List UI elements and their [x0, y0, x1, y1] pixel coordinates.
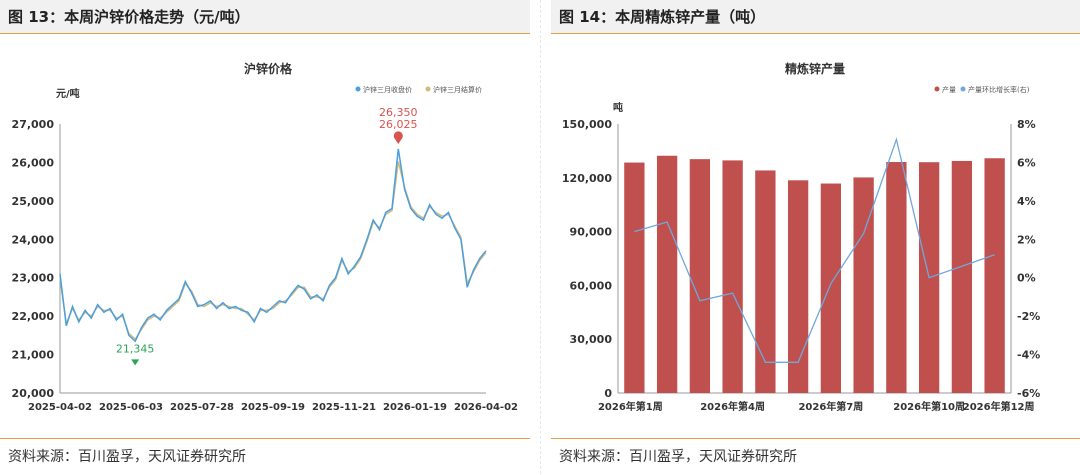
x-tick-label: 2025-06-03	[99, 402, 163, 413]
bar	[689, 159, 711, 393]
y2-tick-label: -2%	[1017, 310, 1040, 323]
y-tick-label: 25,000	[12, 195, 55, 208]
bar	[886, 162, 907, 393]
left-figure-heading: 图 13：本周沪锌价格走势（元/吨）	[0, 0, 530, 34]
y2-tick-label: 6%	[1017, 156, 1036, 169]
max-label: 26,350	[379, 106, 418, 119]
x-tick-label: 2026年第12周	[963, 400, 1035, 413]
legend-swatch-0	[355, 86, 361, 92]
bar	[624, 162, 645, 393]
y2-tick-label: 0%	[1017, 272, 1036, 285]
y2-tick-label: -6%	[1017, 387, 1040, 400]
x-tick-label: 2026-04-02	[454, 402, 518, 413]
max-marker	[393, 131, 403, 144]
series-line-0	[59, 148, 487, 343]
x-tick-label: 2026年第1周	[598, 400, 663, 413]
legend-label-1: 产量环比增长率(右)	[968, 85, 1030, 94]
y-tick-label: 150,000	[562, 118, 612, 131]
right-panel: 图 14：本周精炼锌产量（吨） 精炼锌产量吨 产量 产量环比增长率(右) 150,00…	[551, 0, 1080, 474]
x-tick-label: 2026-01-19	[383, 402, 447, 413]
y2-tick-label: 4%	[1017, 195, 1036, 208]
bar	[656, 155, 678, 393]
y-tick-label: 27,000	[12, 118, 55, 131]
bar	[787, 180, 809, 393]
x-tick-label: 2025-04-02	[28, 402, 92, 413]
chart-title: 沪锌价格	[244, 61, 293, 76]
bar	[984, 158, 1005, 393]
chart-title: 精炼锌产量	[785, 61, 845, 76]
y-tick-label: 23,000	[12, 272, 55, 285]
y2-tick-label: 2%	[1017, 233, 1036, 246]
legend-swatch-0	[934, 86, 940, 92]
max-label-settle: 26,025	[379, 118, 418, 131]
right-figure-heading: 图 14：本周精炼锌产量（吨）	[551, 0, 1080, 34]
growth-line	[634, 137, 995, 363]
legend-swatch-1	[960, 86, 966, 92]
legend-swatch-1	[425, 86, 431, 92]
series-line-1	[59, 161, 487, 341]
legend-label-1: 沪锌三月结算价	[433, 85, 482, 94]
x-tick-label: 2026年第4周	[700, 400, 765, 413]
x-tick-label: 2025-11-21	[312, 402, 376, 413]
y-tick-label: 0	[604, 387, 612, 400]
y-tick-label: 24,000	[12, 233, 55, 246]
y-axis-unit: 元/吨	[56, 87, 80, 100]
y2-tick-label: 8%	[1017, 118, 1036, 131]
x-tick-label: 2026年第10周	[893, 400, 965, 413]
bar	[853, 177, 874, 393]
bar	[951, 160, 973, 393]
left-panel: 图 13：本周沪锌价格走势（元/吨） 沪锌价格元/吨 沪锌三月收盘价 沪锌三月结算价…	[0, 0, 530, 474]
y-tick-label: 21,000	[12, 349, 55, 362]
x-tick-label: 2025-07-28	[170, 402, 234, 413]
bar	[722, 160, 743, 393]
y-tick-label: 26,000	[12, 156, 55, 169]
y-axis-unit: 吨	[613, 101, 623, 114]
panel-divider	[540, 0, 542, 474]
min-label: 21,345	[116, 342, 155, 355]
bar	[820, 183, 842, 393]
y-tick-label: 20,000	[12, 387, 55, 400]
y-tick-label: 30,000	[570, 333, 613, 346]
y-tick-label: 60,000	[570, 279, 613, 292]
bar	[755, 170, 776, 393]
x-tick-label: 2025-09-19	[241, 402, 305, 413]
y-tick-label: 90,000	[570, 226, 613, 239]
x-tick-label: 2026年第7周	[798, 400, 863, 413]
legend-label-0: 产量	[942, 85, 956, 94]
left-source-note: 资料来源：百川盈孚，天风证券研究所	[0, 438, 530, 474]
y-tick-label: 22,000	[12, 310, 55, 323]
legend-label-0: 沪锌三月收盘价	[363, 85, 412, 94]
right-source-note: 资料来源：百川盈孚，天风证券研究所	[551, 438, 1080, 474]
y-tick-label: 120,000	[562, 172, 612, 185]
min-marker	[131, 359, 140, 366]
y2-tick-label: -4%	[1017, 349, 1040, 362]
